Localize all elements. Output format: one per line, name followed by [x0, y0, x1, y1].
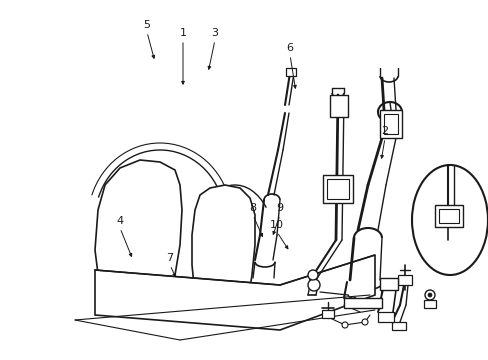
- Text: 2: 2: [381, 126, 388, 136]
- Bar: [326, 179, 348, 199]
- Text: 5: 5: [143, 20, 150, 30]
- Text: 4: 4: [116, 216, 123, 226]
- Bar: [285, 68, 295, 76]
- Bar: [377, 312, 393, 322]
- Circle shape: [307, 279, 319, 291]
- Bar: [323, 175, 352, 203]
- Text: 6: 6: [286, 43, 293, 53]
- Text: 8: 8: [249, 203, 256, 213]
- Text: 10: 10: [269, 220, 284, 230]
- Bar: [423, 300, 435, 308]
- Bar: [383, 114, 397, 134]
- Circle shape: [361, 319, 367, 325]
- Circle shape: [341, 322, 347, 328]
- Text: 1: 1: [179, 28, 186, 38]
- Circle shape: [307, 270, 317, 280]
- Bar: [379, 110, 401, 138]
- Bar: [343, 298, 381, 308]
- Bar: [391, 322, 405, 330]
- Bar: [321, 310, 333, 318]
- Circle shape: [424, 290, 434, 300]
- Polygon shape: [192, 185, 254, 320]
- Polygon shape: [95, 160, 182, 318]
- Text: 3: 3: [211, 28, 218, 38]
- Text: 9: 9: [276, 203, 283, 213]
- Circle shape: [348, 297, 356, 305]
- Bar: [434, 205, 462, 227]
- Text: 7: 7: [166, 253, 173, 263]
- Bar: [397, 275, 411, 285]
- Bar: [329, 95, 347, 117]
- Bar: [438, 209, 458, 223]
- Circle shape: [427, 293, 431, 297]
- Polygon shape: [95, 255, 374, 330]
- Bar: [379, 278, 397, 290]
